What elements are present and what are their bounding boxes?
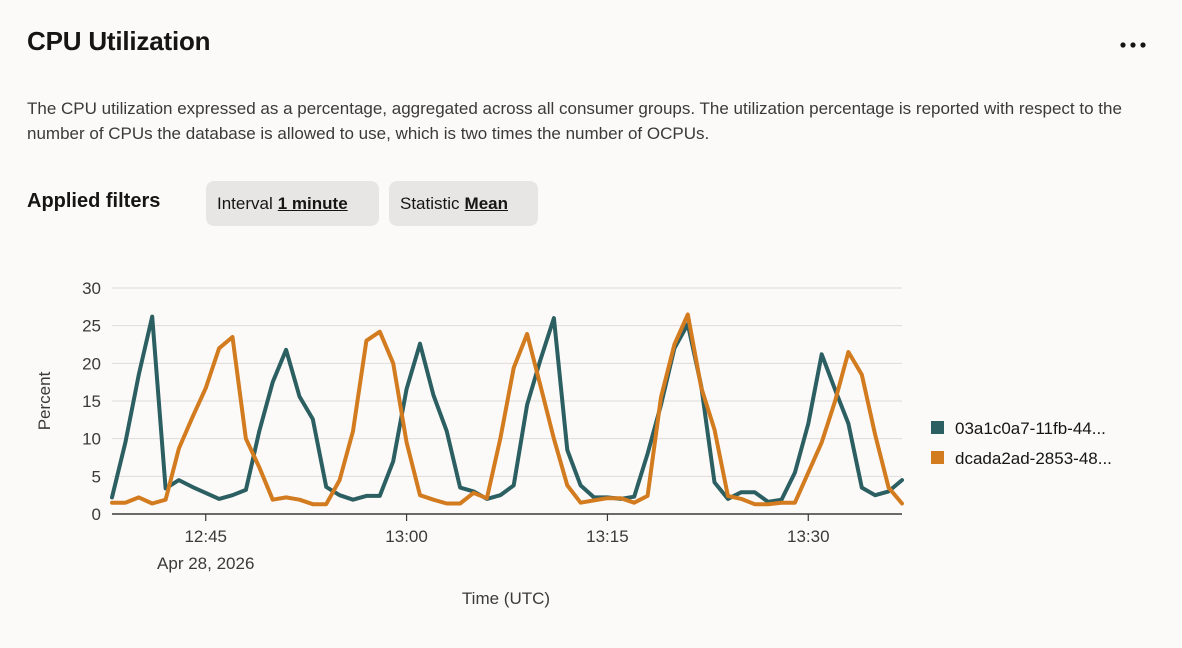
legend-item-label[interactable]: dcada2ad-2853-48... [955, 449, 1112, 468]
interval-filter-label: Interval [217, 193, 273, 213]
ellipsis-horizontal-icon [1120, 42, 1146, 48]
statistic-filter-value[interactable]: Mean [464, 193, 508, 213]
x-tick-date-label: Apr 28, 2026 [157, 554, 254, 573]
legend-item-label[interactable]: 03a1c0a7-11fb-44... [955, 419, 1106, 438]
x-tick-label: 13:15 [586, 527, 629, 546]
statistic-filter-label: Statistic [400, 193, 460, 213]
x-axis-title: Time (UTC) [462, 589, 550, 608]
y-tick-label: 25 [82, 317, 101, 336]
legend-swatch [931, 451, 944, 464]
legend-swatch [931, 421, 944, 434]
y-tick-label: 10 [82, 430, 101, 449]
interval-filter-chip[interactable]: Interval 1 minute [206, 181, 379, 226]
page-title: CPU Utilization [27, 26, 211, 56]
chart-description: The CPU utilization expressed as a perce… [27, 99, 1122, 143]
series-line-2[interactable] [110, 312, 904, 507]
y-tick-label: 20 [82, 354, 101, 373]
x-tick-label: 13:00 [385, 527, 428, 546]
y-tick-label: 0 [92, 505, 101, 524]
statistic-filter-chip[interactable]: Statistic Mean [389, 181, 538, 226]
x-tick-label: 12:45 [184, 527, 227, 546]
y-axis-title: Percent [35, 371, 54, 430]
y-tick-label: 5 [92, 467, 101, 486]
x-tick-label: 13:30 [787, 527, 830, 546]
interval-filter-value[interactable]: 1 minute [277, 193, 348, 213]
applied-filters-label: Applied filters [27, 190, 161, 212]
y-tick-label: 15 [82, 392, 101, 411]
series-line-1[interactable] [110, 314, 904, 504]
more-options-button[interactable] [1116, 30, 1150, 60]
y-tick-label: 30 [82, 279, 101, 298]
